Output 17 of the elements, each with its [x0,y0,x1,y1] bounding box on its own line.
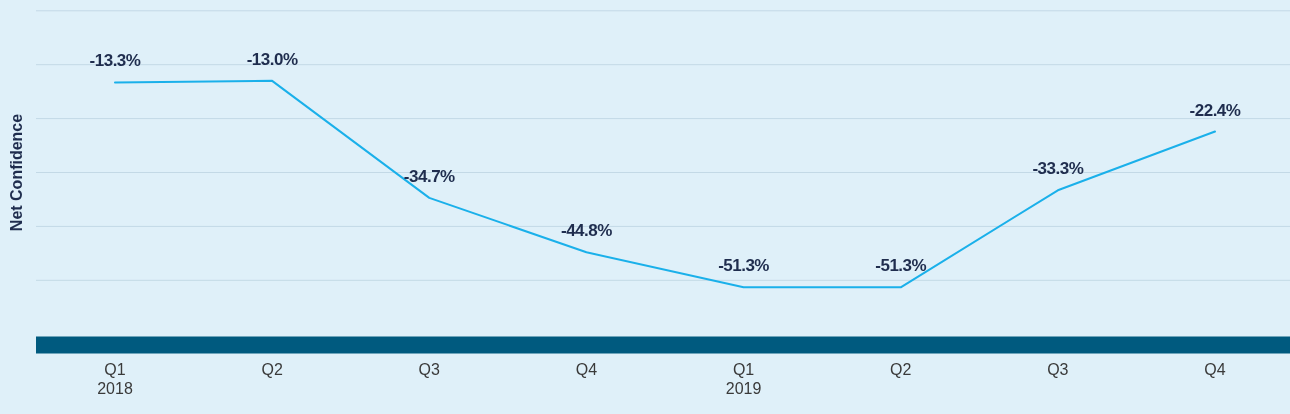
x-tick-label: Q3 [418,361,441,378]
data-label: -33.3% [1032,159,1084,179]
data-label: -13.3% [89,51,141,71]
x-tick-label: Q2 [261,361,283,378]
x-tick-label: Q1 2019 [725,361,762,397]
x-tick-label: Q4 [575,361,598,378]
y-axis-title: Net Confidence [8,113,25,232]
data-label: -34.7% [403,166,456,186]
data-label: -44.8% [560,221,613,241]
data-label: -51.3% [718,256,770,276]
x-tick-label: Q2 [890,361,912,378]
data-label: -13.0% [246,49,298,69]
x-tick-label: Q4 [1204,361,1226,378]
data-label: -51.3% [875,256,927,276]
data-label: -22.4% [1189,100,1241,120]
x-tick-label: Q1 2018 [97,361,133,397]
x-tick-label: Q3 [1047,361,1069,378]
